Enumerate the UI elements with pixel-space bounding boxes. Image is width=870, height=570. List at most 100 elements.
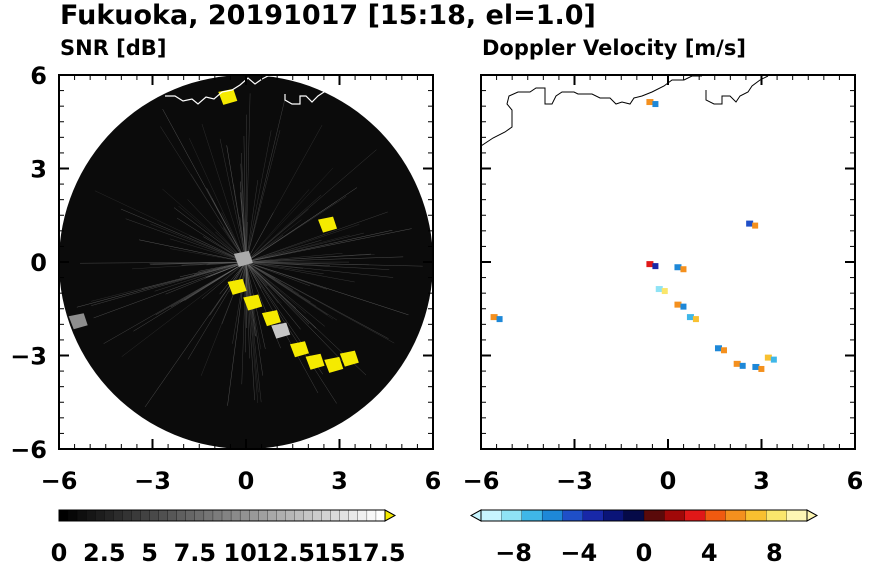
island-outline-velocity (705, 75, 769, 105)
colorbar-segment (249, 509, 259, 522)
clutter-ray (241, 152, 247, 263)
x-tick-label: 0 (238, 467, 255, 495)
velocity-echo-a (764, 354, 772, 361)
clutter-ray (154, 261, 247, 292)
snr-echo (289, 341, 309, 358)
colorbar-segment (348, 509, 359, 522)
colorbar-segment (285, 509, 295, 522)
colorbar-segment (357, 509, 368, 522)
clutter-ray (245, 261, 255, 401)
clutter-ray (245, 194, 322, 263)
clutter-ray (206, 188, 247, 263)
snr-echo (227, 278, 247, 295)
colorbar-segment (58, 509, 69, 522)
clutter-ray (121, 261, 247, 357)
clutter-ray (243, 135, 247, 263)
velocity-echoes (490, 99, 777, 372)
colorbar-tick-label: 12.5 (256, 539, 315, 567)
colorbar-tick-label: 10 (223, 539, 256, 567)
clutter-ray (80, 261, 247, 264)
clutter-ray (187, 199, 247, 263)
colorbar-segment (158, 509, 169, 522)
velocity-echo-a (714, 345, 722, 352)
colorbar-segment (185, 509, 196, 522)
snr-echoes (68, 88, 359, 373)
clutter-ray (245, 261, 264, 376)
clutter-ray (103, 261, 247, 344)
snr-echo (318, 216, 338, 233)
clutter-ray (245, 261, 324, 275)
velocity-echo-b (661, 288, 668, 295)
colorbar-extend-max (806, 509, 819, 522)
snr-echo (324, 356, 344, 373)
velocity-echo-a (655, 286, 663, 293)
clutter-ray (245, 261, 423, 267)
colorbar-segment (239, 509, 250, 522)
clutter-ray (245, 261, 409, 316)
colorbar-segment (521, 509, 543, 522)
colorbar-segment (95, 509, 105, 522)
velocity-echo-a (733, 360, 741, 367)
velocity-echo-b (752, 222, 759, 229)
clutter-ray (245, 261, 262, 403)
clutter-ray (169, 248, 247, 263)
colorbar-segment (704, 509, 726, 522)
colorbar-segment (294, 509, 304, 522)
colorbar-segment (375, 509, 386, 522)
colorbar-segment (321, 509, 332, 522)
clutter-ray (245, 229, 393, 263)
snr-panel-title: SNR [dB] (60, 36, 167, 60)
y-tick-label: 6 (30, 62, 47, 90)
clutter-ray (179, 261, 247, 278)
velocity-echo-a (490, 314, 498, 321)
snr-echo (305, 353, 325, 370)
clutter-ray (245, 93, 251, 263)
clutter-ray (245, 167, 334, 263)
colorbar-segment (643, 509, 665, 522)
clutter-ray (94, 190, 247, 263)
colorbar-segment (104, 509, 114, 522)
colorbar-segment (366, 509, 377, 522)
velocity-echo-b (680, 303, 687, 310)
velocity-echo-b (739, 362, 746, 369)
colorbar-segment (176, 509, 187, 522)
figure-title: Fukuoka, 20191017 [15:18, el=1.0] (60, 0, 596, 31)
colorbar-segment (140, 509, 151, 522)
clutter-ray (93, 261, 247, 319)
velocity-echo-a (674, 301, 682, 308)
y-tick-label: 0 (30, 249, 47, 277)
colorbar-segment (766, 509, 788, 522)
colorbar-segment (258, 509, 268, 522)
x-tick-label: 0 (660, 467, 677, 495)
clutter-ray (232, 261, 247, 344)
colorbar-tick-label: 0 (636, 539, 653, 567)
clutter-ray (162, 109, 247, 263)
clutter-ray (245, 261, 279, 304)
velocity-echo-a (674, 264, 682, 271)
y-tick-label: −3 (10, 343, 47, 371)
colorbar-tick-label: 8 (766, 539, 783, 567)
clutter-ray (245, 239, 322, 263)
clutter-ray (189, 138, 247, 263)
velocity-echo-b (652, 101, 659, 108)
colorbar-segment (339, 509, 350, 522)
clutter-ray (76, 261, 247, 308)
velocity-panel-title: Doppler Velocity [m/s] (482, 36, 746, 60)
clutter-ray (245, 219, 302, 263)
colorbar-extend-min (469, 509, 482, 522)
colorbar-extend-max (384, 509, 397, 522)
colorbar-frame (58, 509, 386, 522)
clutter-ray (245, 261, 310, 325)
clutter-ray (245, 254, 375, 263)
clutter-ray (245, 261, 307, 314)
colorbar-segment (303, 509, 314, 522)
y-tick-label: 3 (30, 156, 47, 184)
clutter-ray (181, 261, 247, 266)
colorbar-segment (725, 509, 747, 522)
colorbar-tick-label: −4 (560, 539, 597, 567)
clutter-ray (245, 261, 344, 363)
clutter-ray (245, 261, 324, 375)
colorbar-tick-label: 5 (141, 539, 158, 567)
